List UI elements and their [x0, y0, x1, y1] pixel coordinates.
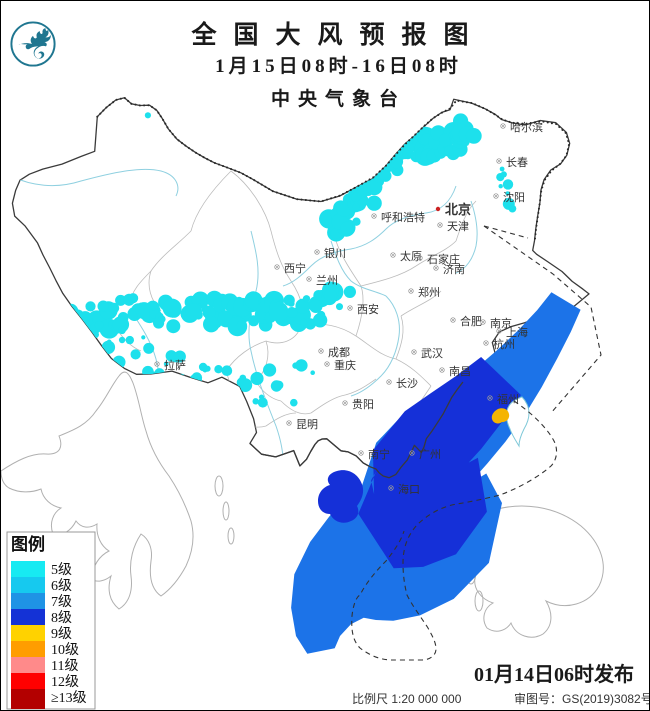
svg-text:上海: 上海: [506, 325, 528, 339]
svg-text:10级: 10级: [51, 642, 79, 658]
svg-text:长沙: 长沙: [396, 377, 418, 390]
svg-text:西宁: 西宁: [284, 261, 306, 275]
svg-text:9级: 9级: [51, 626, 72, 642]
svg-text:南昌: 南昌: [449, 365, 471, 378]
svg-text:昆明: 昆明: [296, 418, 318, 431]
svg-text:成都: 成都: [328, 346, 350, 359]
svg-text:广州: 广州: [419, 448, 441, 461]
svg-text:南宁: 南宁: [368, 447, 390, 461]
svg-text:沈阳: 沈阳: [503, 190, 525, 204]
svg-text:长春: 长春: [506, 156, 528, 169]
svg-text:福州: 福州: [497, 392, 519, 406]
svg-text:北京: 北京: [445, 202, 471, 217]
svg-text:7级: 7级: [51, 594, 72, 610]
svg-text:天津: 天津: [447, 220, 469, 233]
svg-text:银川: 银川: [324, 246, 346, 260]
svg-text:图例: 图例: [11, 534, 45, 554]
svg-text:海口: 海口: [398, 482, 420, 496]
svg-text:西安: 西安: [357, 302, 379, 316]
svg-text:重庆: 重庆: [334, 358, 356, 372]
svg-text:杭州: 杭州: [493, 337, 515, 351]
svg-text:武汉: 武汉: [421, 347, 443, 360]
svg-text:5级: 5级: [51, 562, 72, 578]
svg-text:比例尺 1:20 000 000: 比例尺 1:20 000 000: [352, 692, 462, 706]
svg-text:哈尔滨: 哈尔滨: [510, 120, 543, 134]
svg-text:合肥: 合肥: [460, 314, 482, 328]
svg-text:8级: 8级: [51, 610, 72, 626]
svg-text:6级: 6级: [51, 578, 72, 594]
svg-text:11级: 11级: [51, 658, 78, 674]
svg-text:12级: 12级: [51, 674, 79, 690]
svg-text:济南: 济南: [443, 262, 465, 276]
svg-text:兰州: 兰州: [316, 274, 338, 287]
svg-text:≥13级: ≥13级: [51, 690, 87, 706]
svg-text:贵阳: 贵阳: [352, 398, 374, 411]
svg-text:拉萨: 拉萨: [164, 358, 186, 372]
svg-text:郑州: 郑州: [418, 285, 440, 299]
svg-text:审图号：GS(2019)3082号: 审图号：GS(2019)3082号: [514, 691, 650, 706]
svg-text:呼和浩特: 呼和浩特: [381, 210, 425, 224]
svg-text:01月14日06时发布: 01月14日06时发布: [474, 662, 634, 686]
